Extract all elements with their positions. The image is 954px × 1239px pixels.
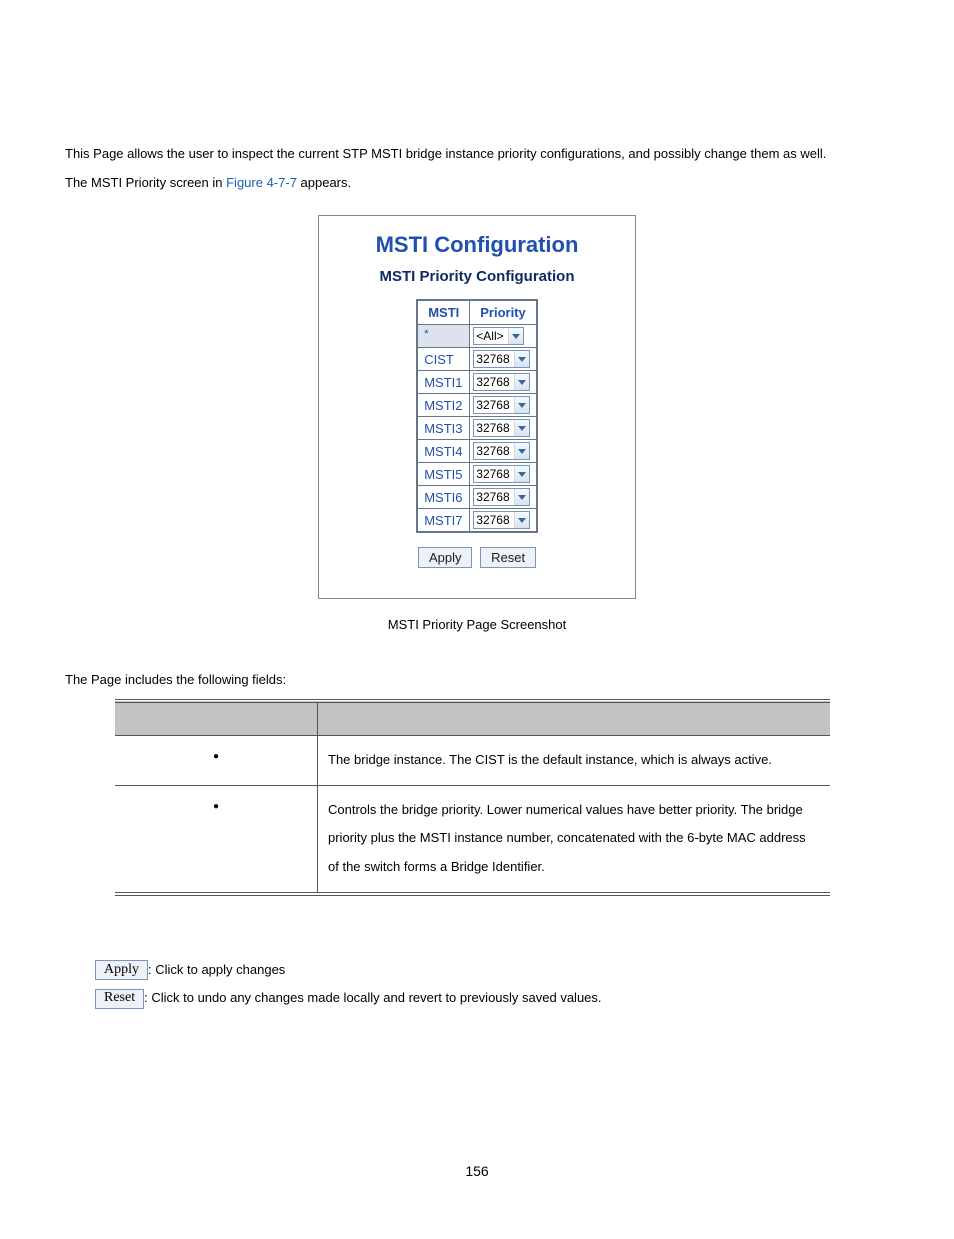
reset-mini-button[interactable]: Reset bbox=[95, 989, 144, 1009]
table-row: CIST 32768 bbox=[417, 348, 537, 371]
msti-cell: MSTI6 bbox=[417, 486, 470, 509]
reset-button[interactable]: Reset bbox=[480, 547, 536, 568]
priority-cell: 32768 bbox=[470, 440, 537, 463]
apply-desc: : Click to apply changes bbox=[148, 962, 285, 977]
table-row: ● Controls the bridge priority. Lower nu… bbox=[115, 785, 830, 893]
intro-line1: This Page allows the user to inspect the… bbox=[65, 146, 826, 161]
priority-select[interactable]: 32768 bbox=[473, 419, 529, 437]
msti-cell: MSTI7 bbox=[417, 509, 470, 533]
page-number: 156 bbox=[65, 1163, 889, 1179]
chevron-down-icon bbox=[514, 489, 529, 505]
field-desc-2: Controls the bridge priority. Lower nume… bbox=[318, 785, 831, 893]
select-value: 32768 bbox=[474, 490, 513, 504]
header-msti: MSTI bbox=[417, 300, 470, 325]
chevron-down-icon bbox=[514, 351, 529, 367]
priority-cell: 32768 bbox=[470, 417, 537, 440]
chevron-down-icon bbox=[514, 466, 529, 482]
config-subtitle: MSTI Priority Configuration bbox=[329, 268, 625, 285]
chevron-down-icon bbox=[514, 512, 529, 528]
priority-cell: 32768 bbox=[470, 486, 537, 509]
header-priority: Priority bbox=[470, 300, 537, 325]
select-value: <All> bbox=[474, 329, 507, 343]
msti-cell: MSTI3 bbox=[417, 417, 470, 440]
msti-cell: MSTI1 bbox=[417, 371, 470, 394]
chevron-down-icon bbox=[514, 374, 529, 390]
screenshot-caption: MSTI Priority Page Screenshot bbox=[65, 617, 889, 632]
msti-cell: MSTI2 bbox=[417, 394, 470, 417]
select-value: 32768 bbox=[474, 421, 513, 435]
priority-select[interactable]: 32768 bbox=[473, 373, 529, 391]
table-row: ● The bridge instance. The CIST is the d… bbox=[115, 736, 830, 786]
msti-cell: MSTI4 bbox=[417, 440, 470, 463]
chevron-down-icon bbox=[514, 443, 529, 459]
table-row: MSTI5 32768 bbox=[417, 463, 537, 486]
msti-cell: CIST bbox=[417, 348, 470, 371]
select-value: 32768 bbox=[474, 398, 513, 412]
priority-select[interactable]: 32768 bbox=[473, 442, 529, 460]
priority-select[interactable]: 32768 bbox=[473, 488, 529, 506]
buttons-section: Apply: Click to apply changes Reset: Cli… bbox=[65, 956, 889, 1013]
config-title: MSTI Configuration bbox=[329, 232, 625, 258]
apply-mini-button[interactable]: Apply bbox=[95, 960, 148, 980]
table-row: MSTI4 32768 bbox=[417, 440, 537, 463]
config-box: MSTI Configuration MSTI Priority Configu… bbox=[318, 215, 636, 599]
intro-line2a: The MSTI Priority screen in bbox=[65, 175, 226, 190]
table-row: MSTI6 32768 bbox=[417, 486, 537, 509]
figure-link[interactable]: Figure 4-7-7 bbox=[226, 175, 297, 190]
select-value: 32768 bbox=[474, 513, 513, 527]
apply-button[interactable]: Apply bbox=[418, 547, 473, 568]
priority-cell: 32768 bbox=[470, 371, 537, 394]
table-row: MSTI1 32768 bbox=[417, 371, 537, 394]
select-value: 32768 bbox=[474, 375, 513, 389]
bullet-cell: ● bbox=[115, 736, 318, 786]
fields-header-2 bbox=[318, 701, 831, 736]
fields-intro: The Page includes the following fields: bbox=[65, 672, 889, 687]
msti-cell: * bbox=[417, 325, 470, 348]
fields-table: ● The bridge instance. The CIST is the d… bbox=[115, 699, 830, 895]
priority-select[interactable]: 32768 bbox=[473, 511, 529, 529]
table-row: MSTI2 32768 bbox=[417, 394, 537, 417]
msti-cell: MSTI5 bbox=[417, 463, 470, 486]
select-value: 32768 bbox=[474, 467, 513, 481]
table-row: MSTI3 32768 bbox=[417, 417, 537, 440]
priority-cell: <All> bbox=[470, 325, 537, 348]
chevron-down-icon bbox=[514, 397, 529, 413]
chevron-down-icon bbox=[514, 420, 529, 436]
priority-cell: 32768 bbox=[470, 509, 537, 533]
priority-select[interactable]: 32768 bbox=[473, 465, 529, 483]
priority-select[interactable]: 32768 bbox=[473, 350, 529, 368]
priority-cell: 32768 bbox=[470, 394, 537, 417]
select-value: 32768 bbox=[474, 352, 513, 366]
intro-text: This Page allows the user to inspect the… bbox=[65, 140, 889, 197]
select-value: 32768 bbox=[474, 444, 513, 458]
table-row: MSTI7 32768 bbox=[417, 509, 537, 533]
table-row: * <All> bbox=[417, 325, 537, 348]
priority-select[interactable]: <All> bbox=[473, 327, 523, 345]
fields-header-1 bbox=[115, 701, 318, 736]
bullet-cell: ● bbox=[115, 785, 318, 893]
chevron-down-icon bbox=[508, 328, 523, 344]
priority-select[interactable]: 32768 bbox=[473, 396, 529, 414]
reset-desc: : Click to undo any changes made locally… bbox=[144, 990, 601, 1005]
priority-table: MSTI Priority *<All>CIST32768MSTI132768M… bbox=[416, 299, 538, 533]
priority-cell: 32768 bbox=[470, 348, 537, 371]
intro-line2b: appears. bbox=[297, 175, 351, 190]
priority-cell: 32768 bbox=[470, 463, 537, 486]
field-desc-1: The bridge instance. The CIST is the def… bbox=[318, 736, 831, 786]
